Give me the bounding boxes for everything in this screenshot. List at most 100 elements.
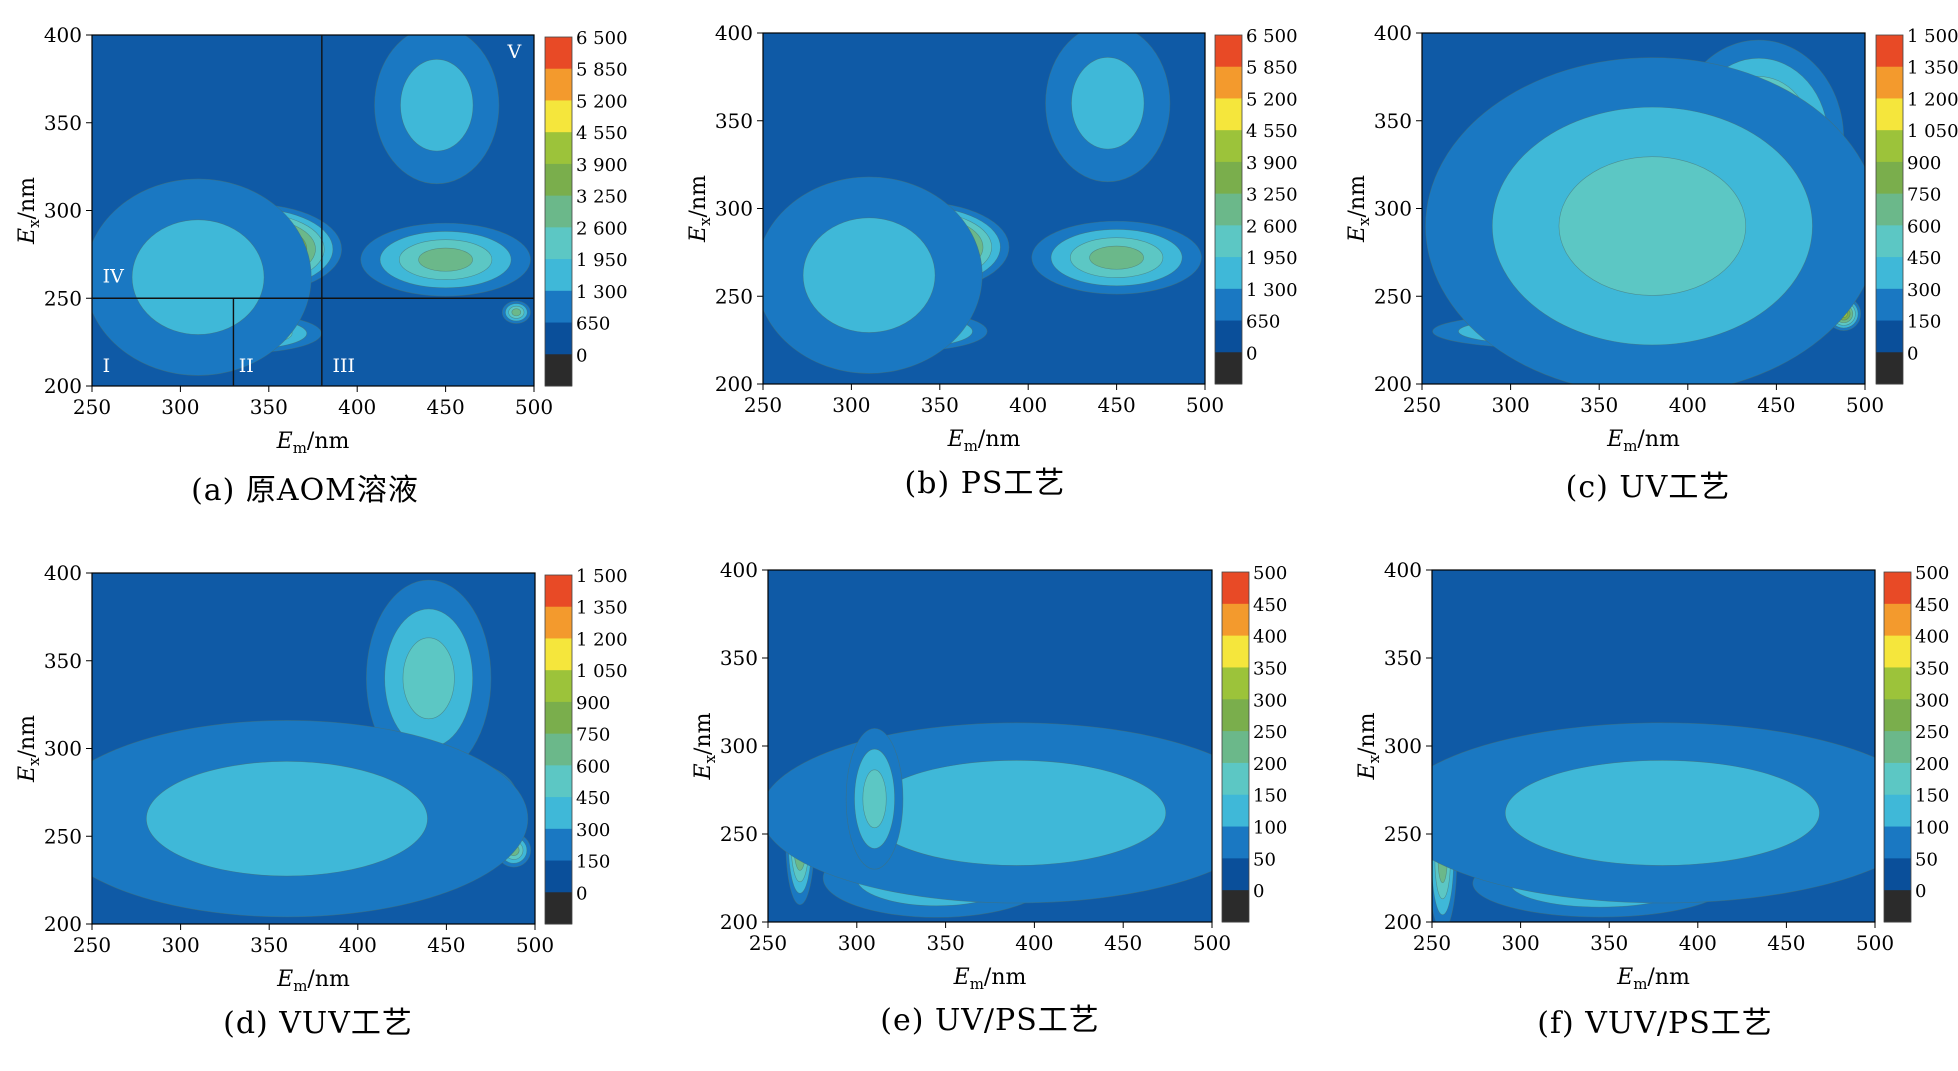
- colorbar-swatch-a-5: [545, 195, 572, 228]
- colorbar-label-a-1: 5 850: [576, 60, 628, 81]
- x-tick-label-f-500: 500: [1856, 931, 1894, 955]
- colorbar-swatch-c-8: [1876, 288, 1903, 322]
- y-tick-label-a-250: 250: [44, 286, 82, 310]
- x-tick-label-b-500: 500: [1186, 393, 1224, 417]
- x-axis-label-f: Em/nm: [1616, 965, 1690, 993]
- colorbar-swatch-f-5: [1884, 731, 1911, 764]
- contour-a-4-2: [131, 219, 265, 335]
- colorbar-swatch-e-2: [1222, 635, 1249, 668]
- colorbar-swatch-b-4: [1215, 161, 1242, 195]
- colorbar-swatch-f-3: [1884, 667, 1911, 700]
- colorbar-swatch-e-5: [1222, 731, 1249, 764]
- panel-a: 250 300 350 400 450 500200250300350400Em/nmEx…: [15, 23, 628, 508]
- panel-caption-b: (b) PS工艺: [905, 466, 1066, 501]
- colorbar-swatch-f-10: [1884, 890, 1911, 923]
- y-tick-label-f-350: 350: [1384, 646, 1422, 670]
- x-tick-label-d-250: 250: [73, 933, 111, 957]
- colorbar-label-f-1: 450: [1915, 595, 1949, 616]
- colorbar-label-d-10: 0: [576, 883, 587, 904]
- colorbar-label-d-6: 600: [576, 756, 610, 777]
- y-tick-label-b-300: 300: [715, 197, 753, 221]
- colorbar-swatch-a-0: [545, 37, 572, 70]
- colorbar-label-d-3: 1 050: [576, 661, 628, 682]
- colorbar-label-b-2: 5 200: [1246, 89, 1298, 110]
- colorbar-label-e-8: 100: [1253, 818, 1287, 839]
- colorbar-label-e-5: 250: [1253, 722, 1287, 743]
- panel-caption-c: (c) UV工艺: [1566, 470, 1731, 505]
- colorbar-label-e-7: 150: [1253, 786, 1287, 807]
- contour-c-5-3: [1558, 156, 1747, 296]
- colorbar-label-b-8: 1 300: [1246, 280, 1298, 301]
- x-tick-label-d-350: 350: [250, 933, 288, 957]
- x-tick-label-c-450: 450: [1757, 393, 1795, 417]
- colorbar-swatch-a-2: [545, 100, 572, 133]
- colorbar-label-a-9: 650: [576, 314, 610, 335]
- x-tick-label-d-400: 400: [339, 933, 377, 957]
- panel-caption-d: (d) VUV工艺: [223, 1006, 413, 1041]
- colorbar-label-e-0: 500: [1253, 563, 1287, 584]
- colorbar-swatch-e-1: [1222, 603, 1249, 637]
- colorbar-swatch-d-5: [545, 733, 572, 766]
- colorbar-label-f-3: 350: [1915, 658, 1949, 679]
- colorbar-frame-c: [1875, 34, 1904, 385]
- contour-b-3-2: [1071, 57, 1145, 150]
- contour-b-4-2: [802, 217, 936, 333]
- x-tick-label-f-250: 250: [1413, 931, 1451, 955]
- y-tick-label-d-300: 300: [44, 737, 82, 761]
- colorbar-label-c-4: 900: [1907, 153, 1941, 174]
- colorbar-label-c-10: 0: [1907, 343, 1918, 364]
- x-tick-label-f-400: 400: [1679, 931, 1717, 955]
- colorbar-swatch-d-8: [545, 828, 572, 862]
- colorbar-frame-e: [1221, 571, 1250, 923]
- x-tick-label-a-400: 400: [338, 395, 376, 419]
- y-tick-label-e-250: 250: [720, 822, 758, 846]
- contour-a-2-4: [418, 247, 473, 272]
- colorbar-label-c-9: 150: [1907, 312, 1941, 333]
- colorbar-label-a-6: 2 600: [576, 218, 628, 239]
- colorbar-label-c-8: 300: [1907, 280, 1941, 301]
- colorbar-label-f-2: 400: [1915, 627, 1949, 648]
- colorbar-swatch-a-9: [545, 322, 572, 355]
- contour-d-1-3: [402, 637, 455, 720]
- contour-b-2-4: [1089, 245, 1144, 270]
- colorbar-swatch-c-10: [1876, 352, 1903, 385]
- x-tick-label-b-250: 250: [744, 393, 782, 417]
- y-tick-label-e-350: 350: [720, 646, 758, 670]
- colorbar-label-e-3: 350: [1253, 658, 1287, 679]
- region-label-II: II: [239, 355, 254, 377]
- y-axis-label-b: Ex/nm: [686, 175, 714, 243]
- y-tick-label-e-400: 400: [720, 558, 758, 582]
- colorbar-swatch-a-4: [545, 163, 572, 197]
- colorbar-label-d-7: 450: [576, 788, 610, 809]
- y-axis-label-d: Ex/nm: [15, 715, 43, 783]
- panel-caption-f: (f) VUV/PS工艺: [1537, 1006, 1773, 1041]
- x-tick-label-f-350: 350: [1590, 931, 1628, 955]
- colorbar-label-f-0: 500: [1915, 563, 1949, 584]
- y-tick-label-a-300: 300: [44, 199, 82, 223]
- y-axis-label-e: Ex/nm: [691, 712, 719, 780]
- region-label-I: I: [103, 355, 111, 377]
- y-tick-label-c-300: 300: [1374, 197, 1412, 221]
- colorbar-frame-f: [1883, 571, 1912, 923]
- x-tick-label-e-250: 250: [749, 931, 787, 955]
- contour-e-4-3: [862, 769, 887, 829]
- x-axis-label-b: Em/nm: [947, 427, 1021, 455]
- colorbar-swatch-d-7: [545, 797, 572, 830]
- colorbar-swatch-e-3: [1222, 667, 1249, 700]
- y-tick-label-f-250: 250: [1384, 822, 1422, 846]
- y-tick-label-b-350: 350: [715, 109, 753, 133]
- colorbar-swatch-b-3: [1215, 130, 1242, 163]
- colorbar-swatch-c-2: [1876, 98, 1903, 131]
- colorbar-label-d-5: 750: [576, 725, 610, 746]
- contour-e-3-2: [867, 760, 1167, 866]
- colorbar-swatch-b-2: [1215, 98, 1242, 131]
- colorbar-swatch-e-6: [1222, 762, 1249, 796]
- colorbar-label-b-5: 3 250: [1246, 185, 1298, 206]
- colorbar-frame-d: [544, 574, 573, 925]
- colorbar-swatch-b-7: [1215, 257, 1242, 290]
- x-tick-label-e-300: 300: [838, 931, 876, 955]
- y-tick-label-a-200: 200: [44, 374, 82, 398]
- x-tick-label-d-300: 300: [162, 933, 200, 957]
- x-axis-label-d: Em/nm: [276, 967, 350, 995]
